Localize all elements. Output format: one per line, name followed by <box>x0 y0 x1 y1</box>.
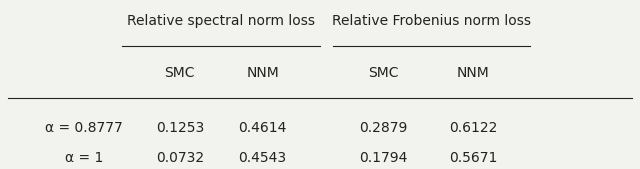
Text: 0.2879: 0.2879 <box>360 121 408 135</box>
Text: 0.5671: 0.5671 <box>449 151 497 165</box>
Text: 0.1794: 0.1794 <box>360 151 408 165</box>
Text: 0.1253: 0.1253 <box>156 121 204 135</box>
Text: NNM: NNM <box>246 66 279 80</box>
Text: 0.4614: 0.4614 <box>239 121 287 135</box>
Text: 0.6122: 0.6122 <box>449 121 497 135</box>
Text: 0.4543: 0.4543 <box>239 151 287 165</box>
Text: SMC: SMC <box>369 66 399 80</box>
Text: 0.0732: 0.0732 <box>156 151 204 165</box>
Text: NNM: NNM <box>456 66 490 80</box>
Text: Relative Frobenius norm loss: Relative Frobenius norm loss <box>332 14 531 28</box>
Text: Relative spectral norm loss: Relative spectral norm loss <box>127 14 316 28</box>
Text: SMC: SMC <box>164 66 195 80</box>
Text: α = 1: α = 1 <box>65 151 104 165</box>
Text: α = 0.8777: α = 0.8777 <box>45 121 123 135</box>
